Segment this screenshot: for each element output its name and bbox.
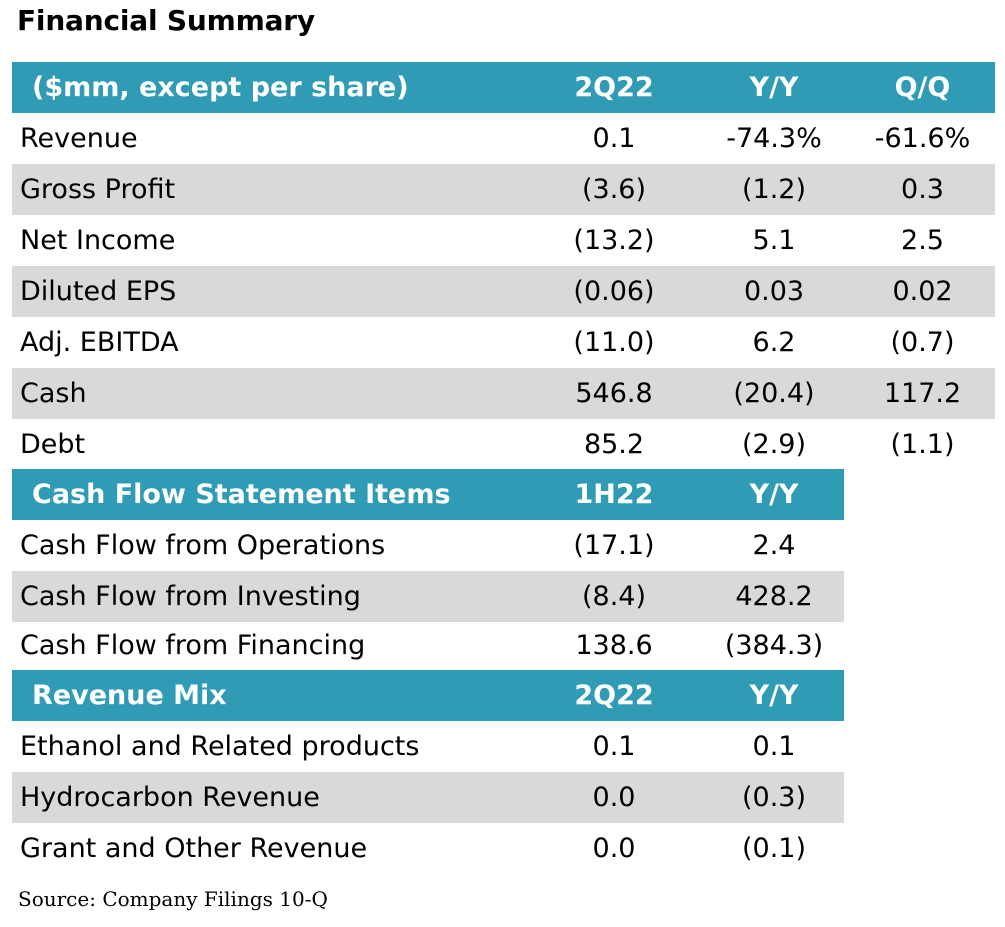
row-label: Cash Flow from Operations: [20, 530, 386, 561]
cash-flow-table: Cash Flow Statement Items 1H22 Y/Y Cash …: [12, 469, 844, 670]
table-row: Cash Flow from Financing 138.6 (384.3): [12, 622, 844, 670]
header-col-qq: Q/Q: [894, 72, 951, 103]
row-value: 6.2: [752, 327, 796, 358]
row-value: (8.4): [581, 581, 646, 612]
row-value: 0.3: [901, 174, 944, 205]
table-header: Revenue Mix 2Q22 Y/Y: [12, 670, 844, 721]
revenue-mix-table: Revenue Mix 2Q22 Y/Y Ethanol and Related…: [12, 670, 844, 874]
header-col-yy: Y/Y: [749, 680, 799, 711]
row-value: 85.2: [583, 429, 645, 460]
row-value: -61.6%: [874, 123, 971, 154]
row-value: 0.1: [592, 731, 636, 762]
table-row: Cash Flow from Operations (17.1) 2.4: [12, 520, 844, 571]
row-label: Adj. EBITDA: [20, 327, 179, 358]
row-value: (0.3): [741, 782, 806, 813]
row-value: -74.3%: [726, 123, 822, 154]
row-value: (2.9): [741, 429, 806, 460]
row-label: Cash Flow from Financing: [20, 630, 366, 661]
row-value: 0.0: [592, 782, 636, 813]
header-col-1h22: 1H22: [574, 479, 654, 510]
table-row: Grant and Other Revenue 0.0 (0.1): [12, 823, 844, 874]
row-value: (3.6): [581, 174, 646, 205]
row-label: Revenue: [20, 123, 138, 154]
table-row: Debt 85.2 (2.9) (1.1): [12, 419, 995, 470]
row-label: Cash Flow from Investing: [20, 581, 361, 612]
row-label: Grant and Other Revenue: [20, 833, 368, 864]
header-label: Cash Flow Statement Items: [32, 479, 451, 510]
header-col-2q22: 2Q22: [574, 680, 654, 711]
row-label: Cash: [20, 378, 87, 409]
row-value: (0.06): [573, 276, 655, 307]
table-row: Hydrocarbon Revenue 0.0 (0.3): [12, 772, 844, 823]
row-value: 0.02: [892, 276, 953, 307]
row-value: 0.03: [743, 276, 805, 307]
row-value: (17.1): [573, 530, 655, 561]
financial-summary-table: ($mm, except per share) 2Q22 Y/Y Q/Q Rev…: [12, 62, 995, 470]
row-value: 546.8: [575, 378, 653, 409]
row-label: Diluted EPS: [20, 276, 177, 307]
row-label: Ethanol and Related products: [20, 731, 420, 762]
row-value: (384.3): [724, 630, 824, 661]
table-row: Cash 546.8 (20.4) 117.2: [12, 368, 995, 419]
row-value: 0.0: [592, 833, 636, 864]
header-col-yy: Y/Y: [749, 72, 799, 103]
header-col-yy: Y/Y: [749, 479, 799, 510]
row-value: (11.0): [573, 327, 655, 358]
row-value: 0.1: [592, 123, 636, 154]
table-row: Gross Profit (3.6) (1.2) 0.3: [12, 164, 995, 215]
header-col-2q22: 2Q22: [574, 72, 654, 103]
table-row: Revenue 0.1 -74.3% -61.6%: [12, 113, 995, 164]
table-row: Cash Flow from Investing (8.4) 428.2: [12, 571, 844, 622]
row-value: 428.2: [735, 581, 813, 612]
row-value: 0.1: [752, 731, 796, 762]
header-label: ($mm, except per share): [32, 72, 409, 103]
header-label: Revenue Mix: [32, 680, 227, 711]
row-value: (20.4): [733, 378, 815, 409]
row-value: (0.1): [741, 833, 806, 864]
page-title: Financial Summary: [17, 4, 315, 37]
source-note: Source: Company Filings 10-Q: [18, 887, 328, 911]
table-row: Adj. EBITDA (11.0) 6.2 (0.7): [12, 317, 995, 368]
row-value: (0.7): [890, 327, 955, 358]
row-label: Gross Profit: [20, 174, 176, 205]
table-row: Ethanol and Related products 0.1 0.1: [12, 721, 844, 772]
table-header: ($mm, except per share) 2Q22 Y/Y Q/Q: [12, 62, 995, 113]
row-value: 2.5: [901, 225, 944, 256]
row-value: 117.2: [883, 378, 962, 409]
row-label: Net Income: [20, 225, 176, 256]
table-header: Cash Flow Statement Items 1H22 Y/Y: [12, 469, 844, 520]
table-row: Net Income (13.2) 5.1 2.5: [12, 215, 995, 266]
row-value: (1.2): [741, 174, 806, 205]
row-value: (13.2): [573, 225, 655, 256]
row-label: Hydrocarbon Revenue: [20, 782, 320, 813]
table-row: Diluted EPS (0.06) 0.03 0.02: [12, 266, 995, 317]
row-value: (1.1): [890, 429, 955, 460]
row-value: 138.6: [575, 630, 653, 661]
row-value: 5.1: [752, 225, 796, 256]
row-value: 2.4: [752, 530, 796, 561]
row-label: Debt: [20, 429, 86, 460]
